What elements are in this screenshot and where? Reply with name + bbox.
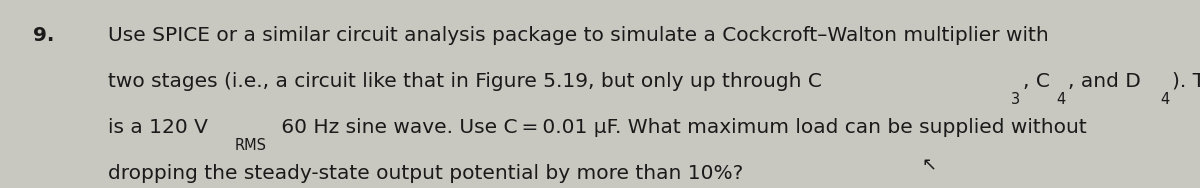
Text: ↖: ↖ xyxy=(922,157,936,175)
Text: RMS: RMS xyxy=(235,138,266,153)
Text: 4: 4 xyxy=(1160,92,1170,107)
Text: , and D: , and D xyxy=(1068,72,1141,91)
Text: Use SPICE or a similar circuit analysis package to simulate a Cockcroft–Walton m: Use SPICE or a similar circuit analysis … xyxy=(108,26,1049,45)
Text: two stages (i.e., a circuit like that in Figure 5.19, but only up through C: two stages (i.e., a circuit like that in… xyxy=(108,72,822,91)
Text: , C: , C xyxy=(1022,72,1050,91)
Text: 3: 3 xyxy=(1012,92,1020,107)
Text: 60 Hz sine wave. Use C = 0.01 μF. What maximum load can be supplied without: 60 Hz sine wave. Use C = 0.01 μF. What m… xyxy=(275,118,1087,137)
Text: ). The input: ). The input xyxy=(1172,72,1200,91)
Text: 9.: 9. xyxy=(34,26,54,45)
Text: 4: 4 xyxy=(1057,92,1066,107)
Text: is a 120 V: is a 120 V xyxy=(108,118,209,137)
Text: dropping the steady-state output potential by more than 10%?: dropping the steady-state output potenti… xyxy=(108,164,744,183)
